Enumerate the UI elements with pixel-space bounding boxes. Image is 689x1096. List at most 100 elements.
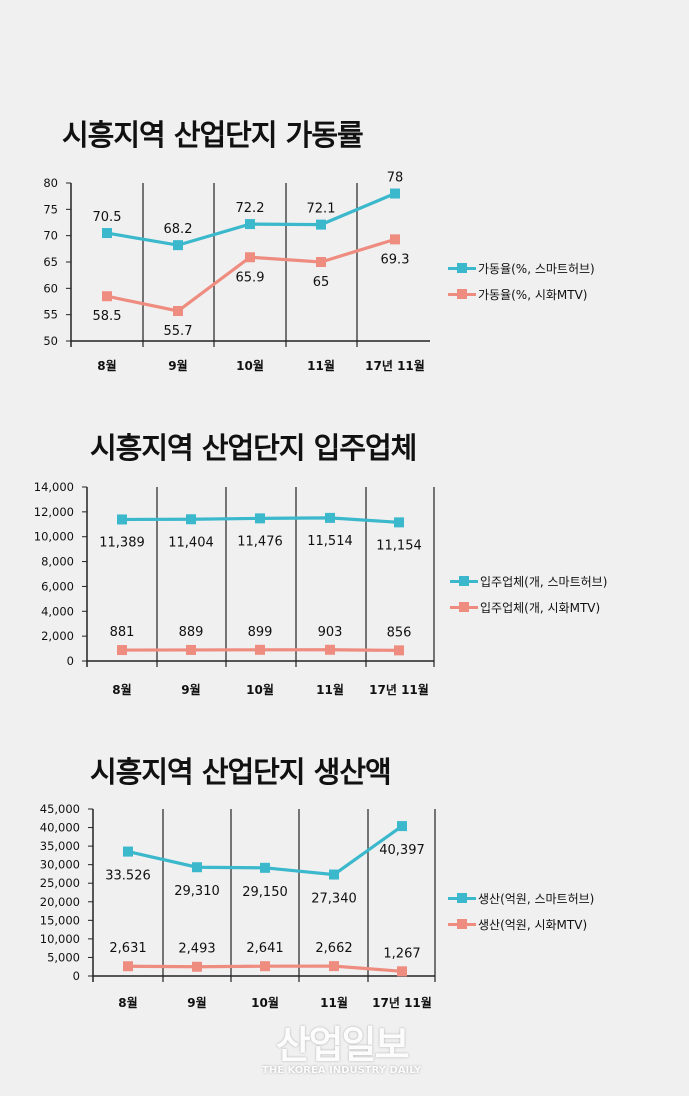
y-tick-label: 5,000 <box>47 950 80 964</box>
x-tick-label: 8월 <box>112 682 131 697</box>
legend-production: 생산(억원, 스마트허브) 생산(억원, 시화MTV) <box>448 885 594 937</box>
y-tick-label: 14,000 <box>34 480 74 494</box>
legend-item-smarthub: 입주업체(개, 스마트허브) <box>450 568 607 594</box>
x-tick-label: 11월 <box>320 995 348 1010</box>
y-tick-label: 40,000 <box>40 821 80 835</box>
legend-marker-icon <box>448 892 476 903</box>
data-point-marker <box>316 257 326 267</box>
data-point-marker <box>397 966 407 977</box>
data-point-marker <box>102 228 112 239</box>
y-tick-label: 55 <box>43 308 58 322</box>
legend-tenants: 입주업체(개, 스마트허브) 입주업체(개, 시화MTV) <box>450 568 607 620</box>
data-point-marker <box>192 961 202 972</box>
legend-marker-icon <box>448 262 476 273</box>
data-point-marker <box>316 219 326 230</box>
x-tick-label: 11월 <box>316 682 344 697</box>
y-tick-label: 0 <box>73 969 80 983</box>
x-tick-label: 9월 <box>168 358 187 373</box>
legend-label: 생산(억원, 스마트허브) <box>478 891 595 906</box>
watermark-main: 산업일보 <box>275 1023 410 1067</box>
data-label: 65 <box>313 275 330 290</box>
legend-marker-icon <box>448 288 476 299</box>
data-point-marker <box>245 252 255 263</box>
legend-label: 생산(억원, 시화MTV) <box>478 917 588 932</box>
y-tick-label: 30,000 <box>40 858 80 872</box>
data-point-marker <box>329 961 339 972</box>
legend-marker-icon <box>450 575 478 586</box>
x-tick-label: 8월 <box>97 358 116 373</box>
y-tick-label: 60 <box>43 281 58 295</box>
data-point-marker <box>255 644 265 655</box>
data-label: 889 <box>179 625 204 640</box>
data-point-marker <box>117 514 127 525</box>
legend-label: 입주업체(개, 시화MTV) <box>480 600 601 615</box>
legend-label: 가동율(%, 스마트허브) <box>478 261 595 276</box>
data-point-marker <box>394 645 404 656</box>
data-label: 55.7 <box>164 324 193 339</box>
data-label: 58.5 <box>93 309 122 324</box>
y-tick-label: 4,000 <box>41 604 74 618</box>
data-label: 27,340 <box>311 892 357 907</box>
data-point-marker <box>390 234 400 245</box>
data-label: 899 <box>248 625 273 640</box>
data-label: 11,514 <box>307 534 353 549</box>
y-tick-label: 65 <box>43 255 58 269</box>
y-tick-label: 20,000 <box>40 895 80 909</box>
y-tick-label: 25,000 <box>40 876 80 890</box>
data-point-marker <box>192 862 202 873</box>
y-tick-label: 35,000 <box>40 839 80 853</box>
watermark-sub: THE KOREA INDUSTRY DAILY <box>262 1065 422 1076</box>
data-point-marker <box>123 846 133 857</box>
x-tick-label: 9월 <box>187 995 206 1010</box>
y-tick-label: 2,000 <box>41 629 74 643</box>
x-tick-label: 9월 <box>181 682 200 697</box>
data-label: 2,631 <box>109 941 146 956</box>
data-point-marker <box>329 869 339 880</box>
data-point-marker <box>186 514 196 525</box>
data-label: 1,267 <box>383 946 420 961</box>
legend-item-siwha: 가동율(%, 시화MTV) <box>448 281 595 307</box>
x-tick-label: 8월 <box>118 995 137 1010</box>
legend-label: 입주업체(개, 스마트허브) <box>480 574 608 589</box>
data-point-marker <box>245 219 255 230</box>
chart-title-production: 시흥지역 산업단지 생산액 <box>90 755 392 789</box>
chart-title-utilization: 시흥지역 산업단지 가동률 <box>62 118 364 152</box>
legend-item-siwha: 입주업체(개, 시화MTV) <box>450 594 607 620</box>
data-label: 72.2 <box>236 201 265 216</box>
x-tick-label: 10월 <box>236 358 264 373</box>
y-tick-label: 45,000 <box>40 802 80 816</box>
data-label: 2,641 <box>246 941 283 956</box>
data-label: 29,150 <box>242 885 288 900</box>
chart-title-tenants: 시흥지역 산업단지 입주업체 <box>90 431 417 465</box>
data-point-marker <box>260 862 270 873</box>
y-tick-label: 0 <box>67 654 74 668</box>
data-point-marker <box>117 645 127 656</box>
data-label: 69.3 <box>381 252 410 267</box>
x-tick-label: 17년 11월 <box>365 358 425 373</box>
x-tick-label: 10월 <box>251 995 279 1010</box>
data-point-marker <box>173 305 183 316</box>
data-label: 881 <box>110 625 135 640</box>
legend-marker-icon <box>450 601 478 612</box>
y-tick-label: 10,000 <box>40 932 80 946</box>
data-label: 33.526 <box>105 869 151 884</box>
data-point-marker <box>325 644 335 655</box>
y-tick-label: 6,000 <box>41 579 74 593</box>
data-point-marker <box>325 512 335 523</box>
data-point-marker <box>123 961 133 972</box>
data-label: 78 <box>387 171 404 186</box>
data-label: 903 <box>318 625 343 640</box>
data-point-marker <box>173 240 183 251</box>
data-label: 70.5 <box>93 210 122 225</box>
y-tick-label: 15,000 <box>40 913 80 927</box>
data-point-marker <box>260 961 270 972</box>
y-tick-label: 8,000 <box>41 555 74 569</box>
data-point-marker <box>255 513 265 524</box>
data-label: 856 <box>387 625 412 640</box>
data-label: 40,397 <box>379 843 425 858</box>
data-label: 68.2 <box>164 222 193 237</box>
x-tick-label: 17년 11월 <box>369 682 429 697</box>
legend-marker-icon <box>448 918 476 929</box>
